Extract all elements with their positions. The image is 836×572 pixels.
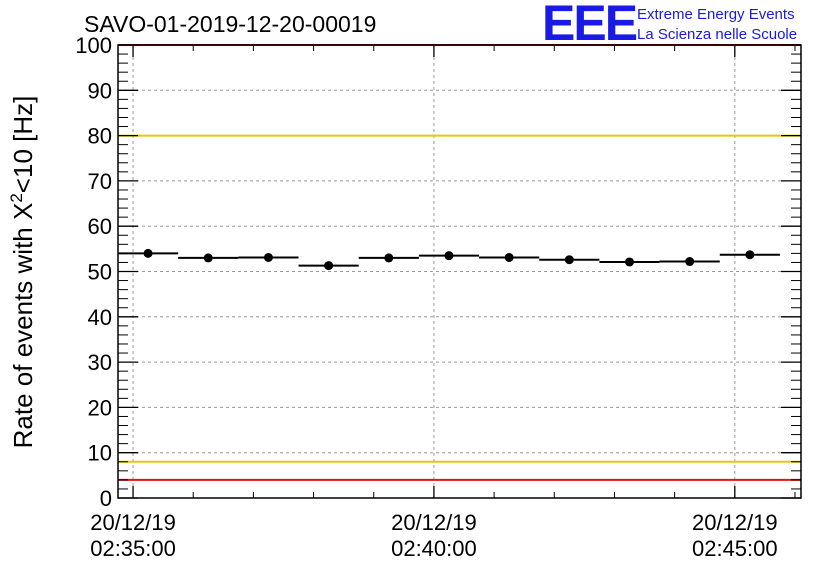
eee-logo-line2: La Scienza nelle Scuole: [637, 26, 797, 43]
y-tick-label: 100: [75, 33, 112, 58]
y-axis-label-tail: <10 [Hz]: [8, 96, 38, 194]
x-tick-label-date: 20/12/19: [692, 510, 778, 535]
chart-title: SAVO-01-2019-12-20-00019: [84, 11, 376, 37]
y-tick-label: 60: [88, 214, 112, 239]
eee-logo-mark: EEE: [542, 0, 637, 51]
y-tick-label: 70: [88, 169, 112, 194]
x-tick-label-date: 20/12/19: [391, 510, 477, 535]
data-point: [143, 248, 153, 258]
y-tick-label: 80: [88, 124, 112, 149]
data-point: [263, 252, 273, 262]
y-tick-label: 90: [88, 78, 112, 103]
eee-logo-line1: Extreme Energy Events: [637, 6, 795, 23]
x-tick-label-time: 02:40:00: [391, 536, 477, 561]
axis-ticks: [118, 44, 801, 499]
data-point: [685, 257, 695, 267]
y-tick-label: 10: [88, 441, 112, 466]
data-series: [118, 248, 780, 271]
data-point: [745, 250, 755, 260]
x-tick-label-time: 02:35:00: [90, 536, 176, 561]
y-tick-label: 0: [100, 486, 112, 511]
x-tick-label-date: 20/12/19: [90, 510, 176, 535]
grid: [118, 45, 801, 498]
data-point: [624, 257, 634, 267]
y-tick-label: 50: [88, 260, 112, 285]
eee-logo: EEE Extreme Energy Events La Scienza nel…: [542, 0, 797, 51]
x-tick-label-time: 02:45:00: [692, 536, 778, 561]
data-point: [384, 253, 394, 263]
y-axis-label: Rate of events with X2<10 [Hz]: [7, 96, 38, 449]
data-point: [564, 255, 574, 265]
data-point: [203, 253, 213, 263]
y-tick-label: 20: [88, 395, 112, 420]
y-axis-label-sup: 2: [7, 193, 26, 202]
data-point: [444, 251, 454, 261]
y-tick-label: 30: [88, 350, 112, 375]
y-tick-label: 40: [88, 305, 112, 330]
y-axis-label-main: Rate of events with X: [8, 203, 38, 449]
data-point: [324, 261, 334, 271]
axis-labels: 010203040506070809010020/12/1902:35:0020…: [75, 33, 777, 561]
data-point: [504, 252, 514, 262]
